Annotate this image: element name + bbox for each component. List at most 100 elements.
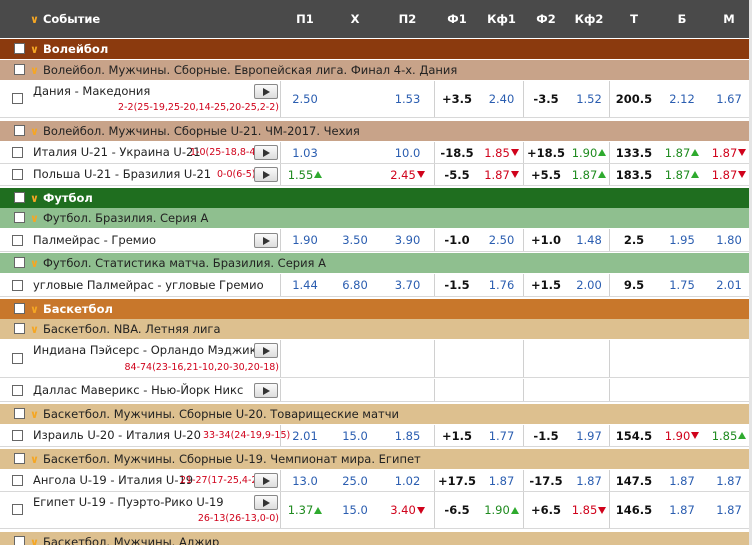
league-row[interactable]: ∨ Баскетбол. Мужчины. Сборные U-20. Товар…: [0, 404, 752, 424]
event-checkbox[interactable]: [12, 475, 23, 486]
event-name[interactable]: Польша U-21 - Бразилия U-21: [33, 167, 212, 181]
league-row[interactable]: ∨ Волейбол. Мужчины. Сборные. Европейская…: [0, 60, 752, 80]
event-name[interactable]: Ангола U-19 - Италия U-19: [33, 473, 194, 487]
odd-under[interactable]: 1.87: [711, 145, 738, 160]
odd-p2[interactable]: 10.0: [394, 145, 421, 160]
league-row[interactable]: ∨ Футбол. Бразилия. Серия А: [0, 208, 752, 228]
sport-checkbox[interactable]: [14, 303, 25, 314]
odd-p1[interactable]: 1.44: [292, 278, 318, 292]
odd-p1[interactable]: 1.90: [292, 233, 318, 247]
event-name[interactable]: Индиана Пэйсерс - Орландо Мэджик: [33, 343, 257, 357]
odd-p2[interactable]: 1.02: [394, 473, 421, 488]
odd-under[interactable]: 1.67: [716, 92, 742, 106]
odd-under[interactable]: 1.87: [711, 167, 738, 182]
league-checkbox[interactable]: [14, 408, 25, 419]
odd-x[interactable]: 6.80: [342, 278, 368, 292]
odd-under[interactable]: 1.87: [716, 503, 742, 517]
play-video-icon[interactable]: [254, 383, 278, 398]
odd-over[interactable]: 1.87: [664, 145, 691, 160]
event-checkbox[interactable]: [12, 353, 23, 364]
odd-kf2[interactable]: 1.87: [571, 167, 598, 182]
odd-over[interactable]: 2.12: [669, 92, 695, 106]
odd-under[interactable]: 1.85: [711, 428, 738, 443]
scrollbar[interactable]: [749, 0, 752, 545]
odd-kf1[interactable]: 1.87: [484, 167, 510, 182]
odd-kf1[interactable]: 1.76: [488, 278, 515, 292]
odd-under[interactable]: 1.87: [716, 473, 742, 488]
odd-over[interactable]: 1.87: [669, 473, 695, 488]
odd-under[interactable]: 2.01: [716, 278, 742, 292]
header-p1[interactable]: П1: [296, 12, 314, 26]
odd-p1[interactable]: 2.01: [292, 428, 318, 443]
header-x[interactable]: X: [350, 12, 360, 26]
odd-kf2[interactable]: 1.87: [576, 473, 602, 488]
event-checkbox[interactable]: [12, 385, 23, 396]
header-p2[interactable]: П2: [398, 12, 417, 26]
event-checkbox[interactable]: [12, 504, 23, 515]
sport-row-football[interactable]: ∨ Футбол: [0, 188, 752, 208]
odd-over[interactable]: 1.90: [664, 428, 691, 443]
event-checkbox[interactable]: [12, 169, 23, 180]
header-t[interactable]: Т: [630, 12, 638, 26]
odd-p2[interactable]: 3.70: [394, 278, 421, 292]
play-video-icon[interactable]: [254, 473, 278, 488]
odd-p1[interactable]: 1.03: [292, 145, 318, 160]
odd-p2[interactable]: 3.40: [390, 503, 416, 517]
league-checkbox[interactable]: [14, 64, 25, 75]
league-row[interactable]: ∨ Волейбол. Мужчины. Сборные U-21. ЧМ-201…: [0, 121, 752, 141]
event-name[interactable]: Дания - Македония: [33, 84, 151, 98]
header-kf2[interactable]: Кф2: [574, 12, 604, 26]
header-kf1[interactable]: Кф1: [487, 12, 516, 26]
odd-over[interactable]: 1.87: [669, 503, 695, 517]
sport-row-basketball[interactable]: ∨ Баскетбол: [0, 299, 752, 319]
odd-kf1[interactable]: 1.77: [488, 428, 515, 443]
odd-over[interactable]: 1.75: [669, 278, 695, 292]
play-video-icon[interactable]: [254, 343, 278, 358]
event-name[interactable]: Палмейрас - Гремио: [33, 233, 156, 247]
event-name[interactable]: Израиль U-20 - Италия U-20: [33, 428, 201, 442]
odd-p1[interactable]: 1.55: [287, 167, 314, 182]
event-checkbox[interactable]: [12, 93, 23, 104]
sport-row-volleyball[interactable]: ∨ Волейбол: [0, 39, 752, 59]
odd-kf1[interactable]: 1.85: [484, 145, 510, 160]
play-video-icon[interactable]: [254, 167, 278, 182]
odd-p2[interactable]: 1.85: [394, 428, 421, 443]
event-name[interactable]: Даллас Маверикс - Нью-Йорк Никс: [33, 383, 244, 397]
event-name[interactable]: угловые Палмейрас - угловые Гремио: [33, 278, 264, 292]
odd-under[interactable]: 1.80: [716, 233, 742, 247]
odd-over[interactable]: 1.87: [664, 167, 691, 182]
league-row[interactable]: ∨ Футбол. Статистика матча. Бразилия. Сер…: [0, 253, 752, 273]
league-row[interactable]: ∨ Баскетбол. Мужчины. Сборные U-19. Чемпи…: [0, 449, 752, 469]
sport-checkbox[interactable]: [14, 43, 25, 54]
header-f1[interactable]: Ф1: [447, 12, 467, 26]
odd-x[interactable]: 3.50: [342, 233, 368, 247]
odd-kf2[interactable]: 1.97: [576, 428, 602, 443]
odd-p2[interactable]: 3.90: [394, 233, 421, 247]
league-row[interactable]: ∨ Баскетбол. Мужчины. Алжир: [0, 532, 752, 545]
header-b[interactable]: Б: [677, 12, 687, 26]
odd-kf2[interactable]: 2.00: [576, 278, 602, 292]
odd-p1[interactable]: 13.0: [292, 473, 318, 488]
event-checkbox[interactable]: [12, 430, 23, 441]
odd-kf1[interactable]: 2.40: [488, 92, 515, 106]
odd-over[interactable]: 1.95: [669, 233, 695, 247]
odd-kf2[interactable]: 1.48: [576, 233, 602, 247]
league-checkbox[interactable]: [14, 212, 25, 223]
odd-kf2[interactable]: 1.85: [571, 503, 598, 517]
league-checkbox[interactable]: [14, 257, 25, 268]
league-checkbox[interactable]: [14, 536, 25, 545]
play-video-icon[interactable]: [254, 233, 278, 248]
play-video-icon[interactable]: [254, 495, 278, 510]
odd-kf2[interactable]: 1.52: [576, 92, 602, 106]
event-checkbox[interactable]: [12, 235, 23, 246]
odd-kf1[interactable]: 1.90: [484, 503, 510, 517]
play-video-icon[interactable]: [254, 84, 278, 99]
odd-kf1[interactable]: 1.87: [488, 473, 515, 488]
odd-x[interactable]: 25.0: [342, 473, 368, 488]
odd-p1[interactable]: 2.50: [292, 92, 318, 106]
league-row[interactable]: ∨ Баскетбол. NBA. Летняя лига: [0, 319, 752, 339]
event-name[interactable]: Италия U-21 - Украина U-21: [33, 145, 201, 159]
odd-kf2[interactable]: 1.90: [571, 145, 598, 160]
league-checkbox[interactable]: [14, 323, 25, 334]
header-event[interactable]: ∨ Событие: [30, 12, 101, 26]
